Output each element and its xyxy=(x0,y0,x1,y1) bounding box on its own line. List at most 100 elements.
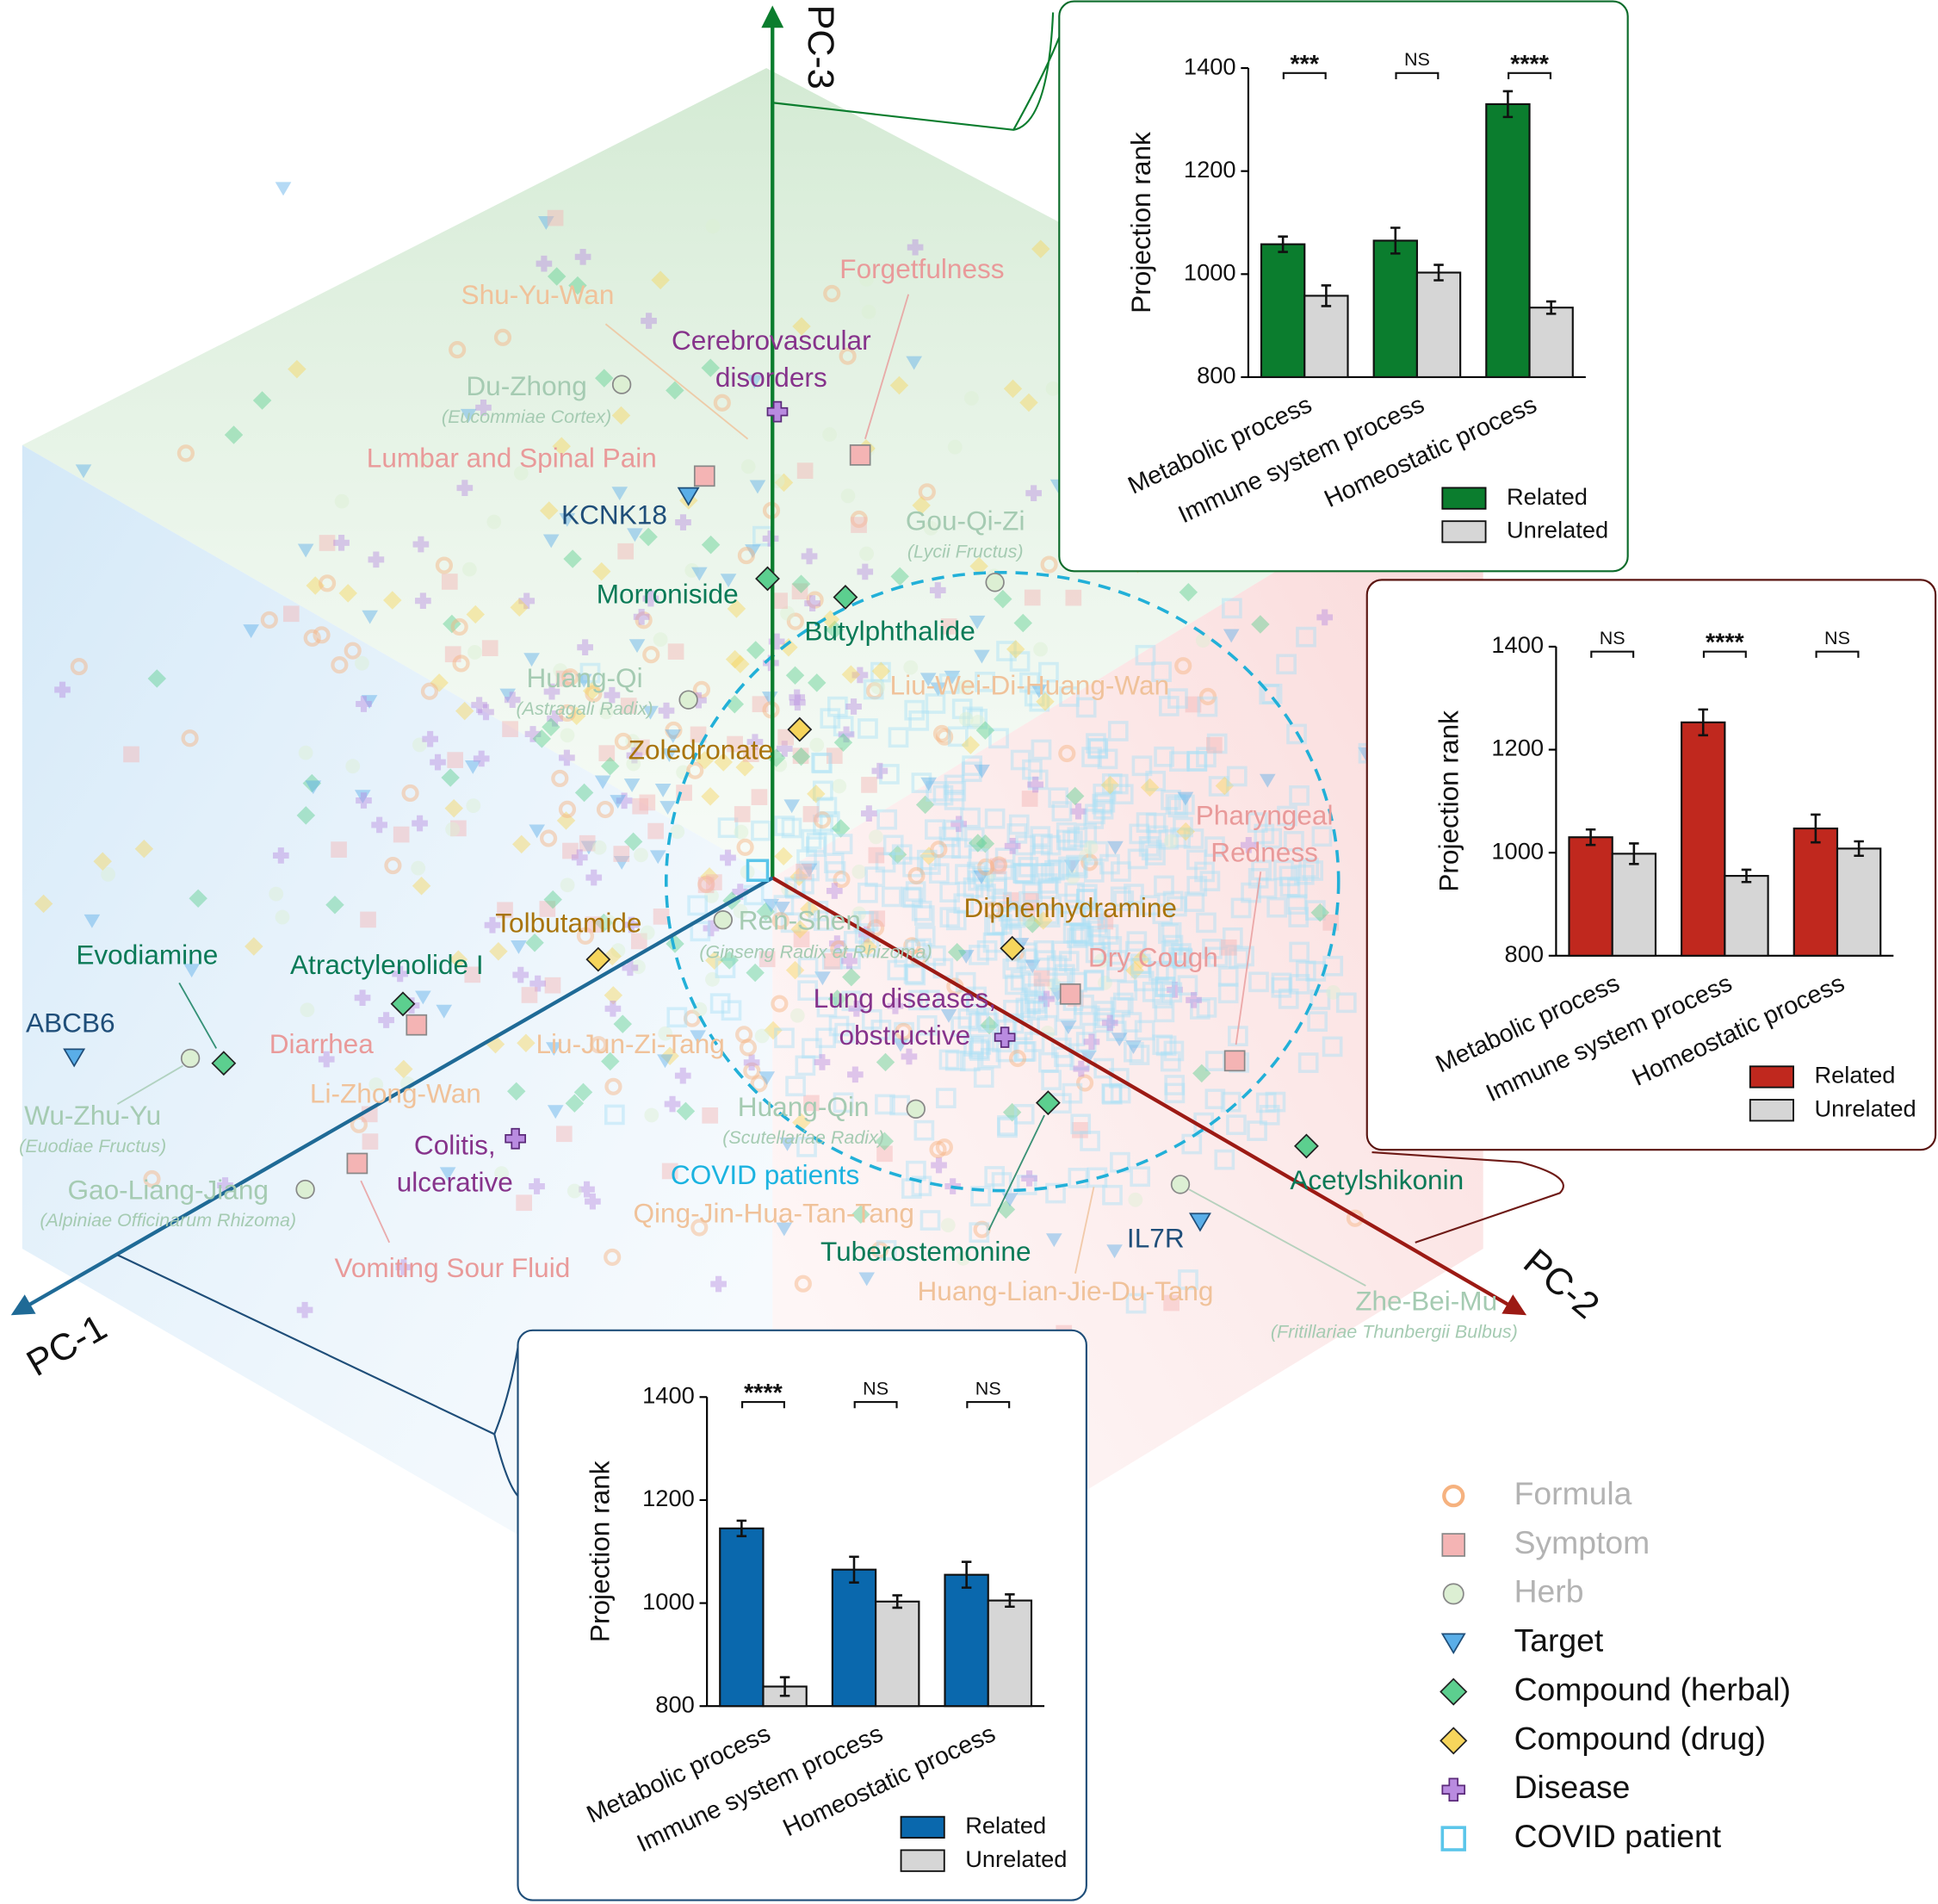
background-point xyxy=(920,777,938,791)
background-point xyxy=(876,1145,893,1163)
background-point xyxy=(806,591,824,609)
background-point xyxy=(1162,934,1184,956)
background-point xyxy=(1019,912,1034,927)
background-point xyxy=(973,1067,994,1088)
background-point xyxy=(395,1259,412,1275)
background-point xyxy=(919,673,937,687)
background-point xyxy=(1106,961,1127,983)
background-point xyxy=(919,1210,941,1231)
background-point xyxy=(710,1275,727,1293)
panel-connectors xyxy=(116,12,1564,1497)
background-point xyxy=(1065,589,1082,606)
background-point xyxy=(1148,825,1168,847)
background-point xyxy=(318,1051,335,1068)
background-point xyxy=(674,1067,691,1084)
background-point xyxy=(1155,963,1177,984)
background-point xyxy=(1110,886,1131,908)
background-point xyxy=(573,1082,593,1102)
background-point xyxy=(579,834,596,852)
y-tick-label: 1000 xyxy=(1491,837,1544,864)
legend-marker xyxy=(1442,1583,1464,1605)
background-point xyxy=(731,654,750,673)
background-point xyxy=(809,737,825,753)
background-point xyxy=(1100,775,1120,795)
background-point xyxy=(1169,751,1190,772)
background-point xyxy=(1045,1233,1062,1248)
background-point xyxy=(1183,828,1204,849)
background-point xyxy=(575,673,592,688)
leader-line xyxy=(1188,1188,1366,1287)
background-point xyxy=(101,866,115,882)
background-point xyxy=(907,989,929,1011)
background-point xyxy=(558,704,576,723)
background-point xyxy=(1223,629,1240,643)
background-point xyxy=(420,682,439,700)
background-point xyxy=(789,694,806,711)
background-point xyxy=(1124,940,1146,962)
background-point xyxy=(795,1055,816,1076)
background-point xyxy=(957,679,972,695)
bar xyxy=(1485,102,1531,379)
background-point xyxy=(670,824,685,840)
background-point xyxy=(969,945,989,965)
background-point xyxy=(449,341,467,359)
background-point xyxy=(1093,798,1114,820)
background-point xyxy=(931,1157,947,1174)
background-point xyxy=(563,549,582,568)
background-point xyxy=(331,656,349,674)
background-point xyxy=(620,698,637,714)
background-point xyxy=(1177,975,1198,996)
background-point xyxy=(631,959,646,975)
point-sublabel: (Astragali Radix) xyxy=(517,698,653,719)
background-point xyxy=(504,692,521,709)
background-point xyxy=(984,808,1006,829)
background-point xyxy=(1130,957,1152,978)
background-point xyxy=(876,809,898,830)
point-label: disorders xyxy=(715,362,827,393)
background-point xyxy=(989,858,1006,875)
background-point xyxy=(1074,994,1094,1015)
background-point xyxy=(1067,927,1087,948)
background-point xyxy=(1071,922,1092,944)
background-point xyxy=(1070,803,1087,820)
background-point xyxy=(383,591,402,610)
background-point xyxy=(585,685,603,703)
background-point xyxy=(356,792,372,809)
background-point xyxy=(771,912,789,930)
leader-line xyxy=(988,1114,1045,1231)
background-point xyxy=(1058,744,1076,763)
background-point xyxy=(1035,950,1056,971)
background-point xyxy=(1056,822,1077,843)
point-label: Du-Zhong xyxy=(466,370,586,401)
background-point xyxy=(926,945,946,966)
background-point xyxy=(1105,1020,1127,1042)
background-point xyxy=(452,654,470,673)
background-point xyxy=(657,1054,673,1069)
point-label: Diarrhea xyxy=(269,1028,375,1059)
background-point xyxy=(543,683,560,700)
background-point xyxy=(713,394,731,412)
background-point xyxy=(571,849,588,866)
background-point xyxy=(296,1301,313,1318)
background-point xyxy=(904,699,926,721)
background-point xyxy=(975,834,995,853)
background-point xyxy=(401,784,419,803)
background-point xyxy=(481,640,498,656)
background-point xyxy=(1222,927,1243,948)
background-point xyxy=(1093,1001,1115,1021)
background-point xyxy=(282,605,300,623)
leader-line xyxy=(604,323,749,440)
background-point xyxy=(774,1027,795,1049)
error-bar xyxy=(1545,300,1557,315)
background-point xyxy=(1087,738,1109,760)
background-point xyxy=(750,1075,768,1093)
background-point xyxy=(176,444,195,462)
labelled-point xyxy=(755,566,780,592)
background-point xyxy=(839,347,857,365)
background-point xyxy=(875,1094,895,1115)
background-point xyxy=(1148,960,1169,982)
background-point xyxy=(697,877,715,894)
legend-label: Unrelated xyxy=(1814,1095,1916,1121)
